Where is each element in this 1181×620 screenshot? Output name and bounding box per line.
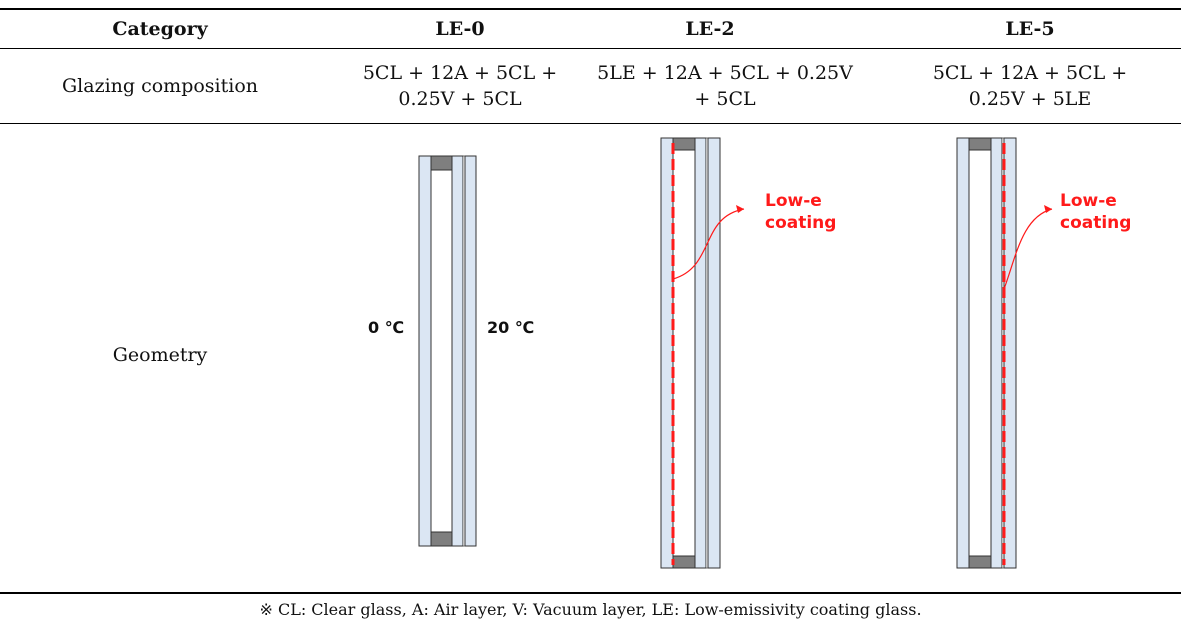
le5-inner-pane — [1003, 137, 1017, 569]
le2-glazing-section — [660, 137, 745, 569]
table-footnote: ※ CL: Clear glass, A: Air layer, V: Vacu… — [259, 600, 922, 619]
le5-glazing-section — [956, 137, 1053, 569]
le0-air-gap — [430, 155, 453, 547]
le2-air-gap — [672, 137, 696, 569]
le2-lowe-label-line2: coating — [765, 213, 837, 233]
row-label-geometry: Geometry — [112, 344, 208, 366]
le2-outer-pane — [660, 137, 674, 569]
header-le5: LE-5 — [1005, 18, 1055, 40]
le2-inner-pane — [707, 137, 721, 569]
le0-outer-pane — [418, 155, 432, 547]
outdoor-temperature-label: 0 ℃ — [368, 318, 405, 337]
le2-top-spacer — [672, 137, 696, 151]
table-top-rule — [0, 8, 1181, 10]
le5-coating-leader — [1003, 208, 1053, 290]
indoor-temperature-label: 20 ℃ — [487, 318, 535, 337]
le5-lowe-label-line2: coating — [1060, 213, 1132, 233]
header-category: Category — [112, 18, 208, 40]
le2-lowe-label-line1: Low-e — [765, 191, 822, 211]
le0-bottom-spacer — [430, 531, 453, 547]
glazing-le2-line1: 5LE + 12A + 5CL + 0.25V — [597, 62, 853, 84]
le2-lowe-coating-label: Low-e coating — [765, 190, 836, 234]
le0-middle-pane — [451, 155, 464, 547]
le5-outer-pane — [956, 137, 970, 569]
le2-coating-leader — [672, 208, 745, 280]
row-label-glazing-composition: Glazing composition — [61, 75, 259, 97]
glazing-le2-line2: + 5CL — [694, 88, 756, 110]
le5-coating-arrowhead — [1044, 205, 1052, 213]
glazing-le2: 5LE + 12A + 5CL + 0.25V + 5CL — [580, 60, 870, 112]
header-bottom-rule — [0, 48, 1181, 49]
le0-glazing-section — [418, 155, 477, 547]
le5-lowe-label-line1: Low-e — [1060, 191, 1117, 211]
le5-air-gap — [968, 137, 992, 569]
glazing-le5-line1: 5CL + 12A + 5CL + — [932, 62, 1128, 84]
le2-coating-arrowhead — [736, 205, 744, 213]
le0-inner-pane — [464, 155, 477, 547]
le5-lowe-coating-label: Low-e coating — [1060, 190, 1131, 234]
le2-middle-pane — [694, 137, 707, 569]
table-bottom-rule — [0, 592, 1181, 594]
glazing-le5-line2: 0.25V + 5LE — [968, 88, 1092, 110]
header-le0: LE-0 — [435, 18, 485, 40]
le5-bottom-spacer — [968, 555, 992, 569]
le0-top-spacer — [430, 155, 453, 171]
header-le2: LE-2 — [685, 18, 735, 40]
le5-middle-pane — [990, 137, 1003, 569]
glazing-le0-line2: 0.25V + 5CL — [398, 88, 522, 110]
le2-bottom-spacer — [672, 555, 696, 569]
glazing-le5: 5CL + 12A + 5CL + 0.25V + 5LE — [900, 60, 1160, 112]
glazing-le0-line1: 5CL + 12A + 5CL + — [362, 62, 558, 84]
row-divider-rule — [0, 123, 1181, 124]
le5-top-spacer — [968, 137, 992, 151]
glazing-le0: 5CL + 12A + 5CL + 0.25V + 5CL — [330, 60, 590, 112]
